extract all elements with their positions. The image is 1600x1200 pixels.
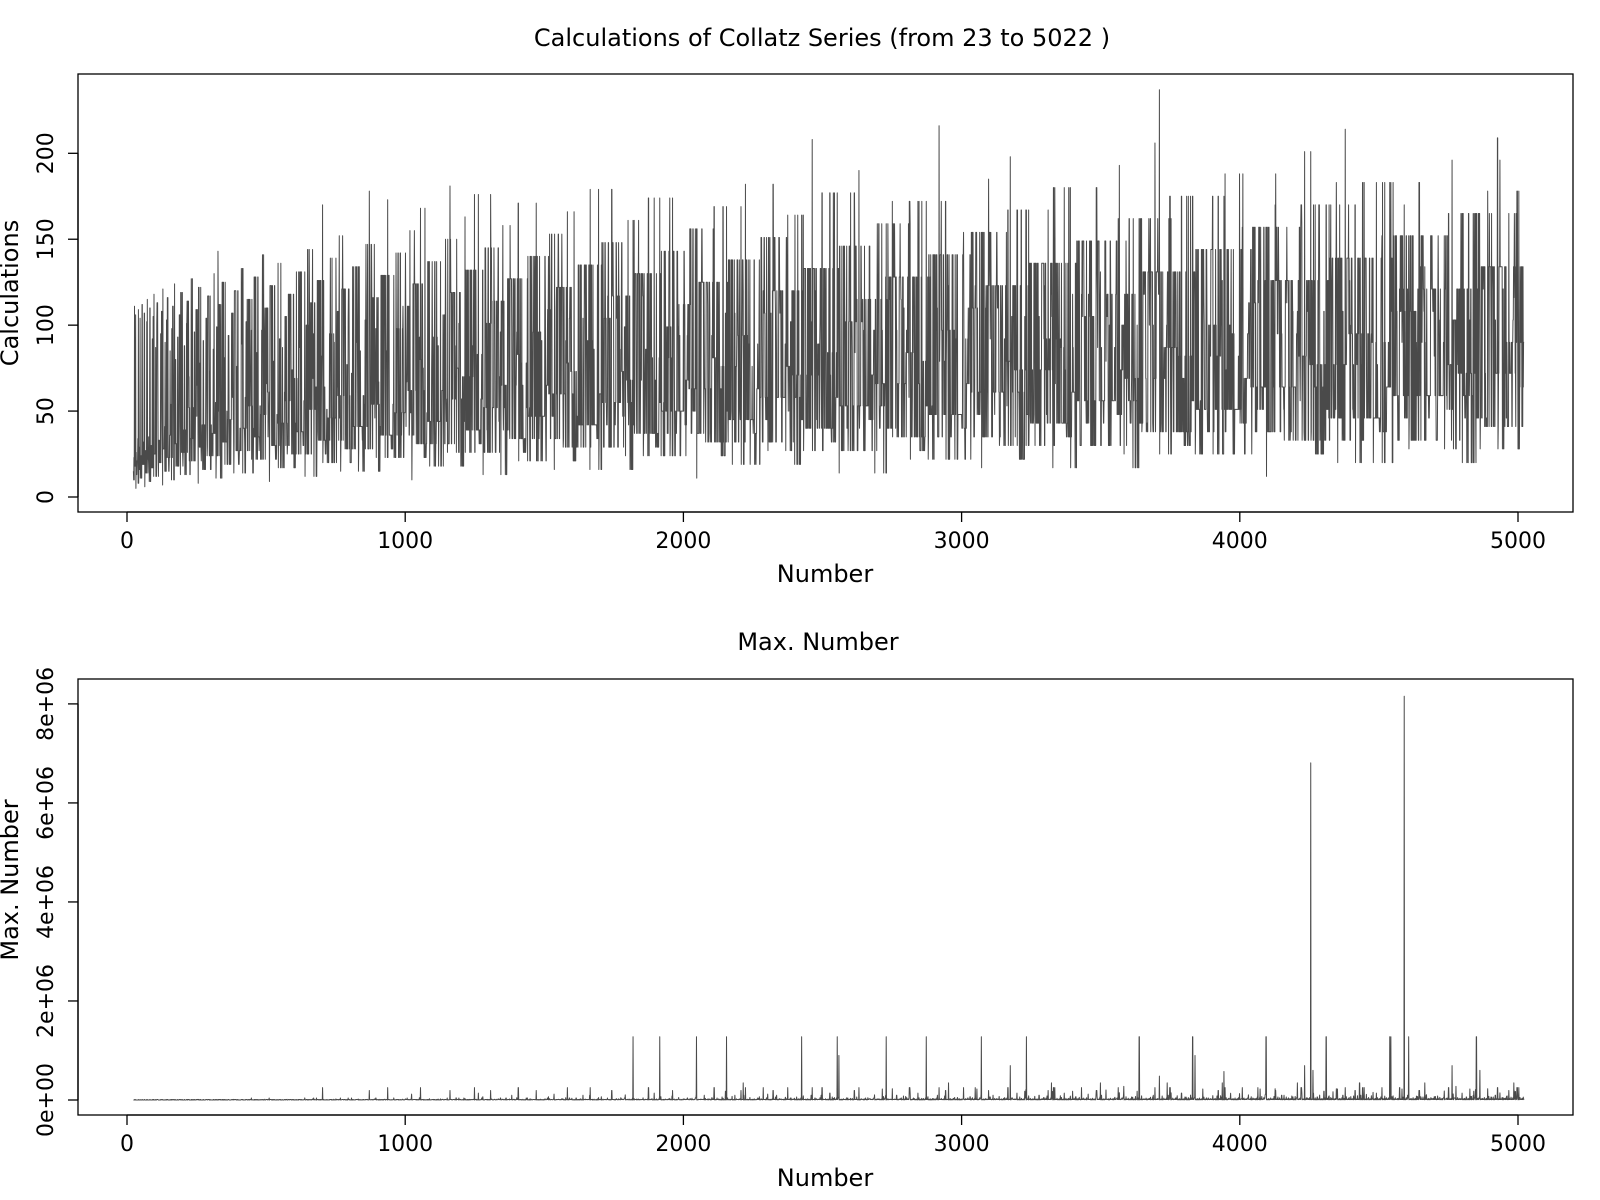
chart-2-x-axis: 0 1000 2000 3000 4000 5000 [120,1114,1546,1157]
x-tick-label: 5000 [1490,1132,1546,1157]
chart-2-series-line [133,695,1525,1101]
chart-1-y-axis: 0 50 100 150 200 [34,132,79,504]
y-tick-label: 6e+06 [34,766,59,840]
chart-2-x-axis-label: Number [777,1164,874,1192]
x-tick-label: 2000 [655,1132,711,1157]
x-tick-label: 3000 [934,529,990,554]
x-tick-label: 2000 [655,529,711,554]
x-tick-label: 0 [120,1132,134,1157]
x-tick-label: 0 [120,529,134,554]
x-tick-label: 4000 [1212,1132,1268,1157]
y-tick-label: 2e+06 [34,964,59,1038]
x-tick-label: 3000 [934,1132,990,1157]
y-tick-label: 100 [34,304,59,346]
x-tick-label: 5000 [1490,529,1546,554]
chart-calculations: Calculations of Collatz Series (from 23 … [0,24,1574,588]
chart-max-number: Max. Number 0 1000 2000 3000 4000 5000 0e+00 2… [0,628,1574,1192]
chart-1-x-axis-label: Number [777,560,874,588]
chart-1-x-axis: 0 1000 2000 3000 4000 5000 [120,511,1546,554]
y-tick-label: 0e+00 [34,1063,59,1137]
y-tick-label: 0 [34,490,59,504]
y-tick-label: 50 [34,397,59,425]
chart-1-title: Calculations of Collatz Series (from 23 … [534,24,1110,52]
chart-2-plot-frame [77,678,1574,1116]
chart-1-series-line [132,89,1525,489]
chart-2-y-axis: 0e+00 2e+06 4e+06 6e+06 8e+06 [34,667,79,1137]
x-tick-label: 1000 [377,1132,433,1157]
x-tick-label: 1000 [377,529,433,554]
y-tick-label: 150 [34,218,59,260]
y-tick-label: 200 [34,132,59,174]
y-tick-label: 8e+06 [34,667,59,741]
chart-2-y-axis-label: Max. Number [0,799,24,960]
y-tick-label: 4e+06 [34,865,59,939]
x-tick-label: 4000 [1212,529,1268,554]
chart-1-y-axis-label: Calculations [0,220,24,366]
chart-2-title: Max. Number [737,628,898,656]
